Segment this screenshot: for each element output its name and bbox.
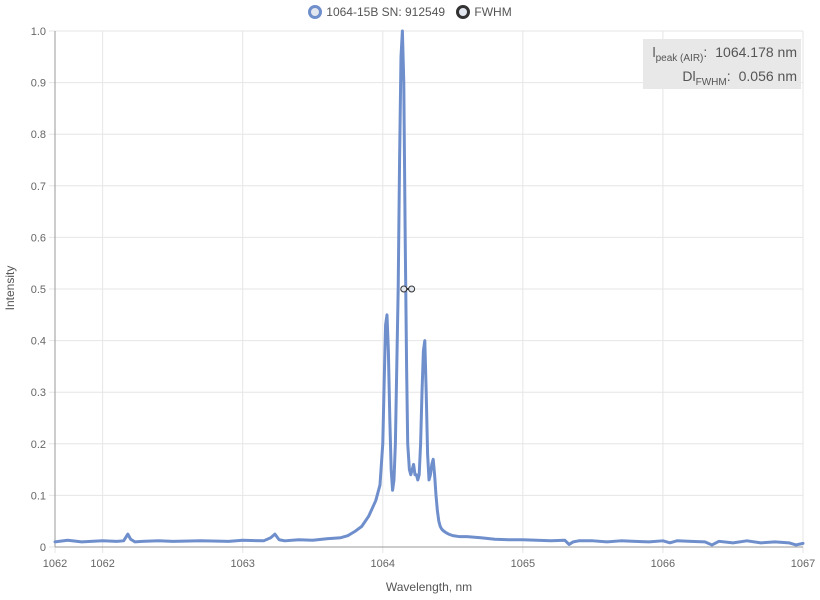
y-tick-label: 1.0 [31,26,46,38]
y-tick-label: 0.7 [31,181,46,193]
y-tick-label: 0.4 [31,336,46,348]
y-tick-label: 0.1 [31,490,46,502]
legend-series-label: 1064-15B SN: 912549 [326,5,446,19]
y-axis-title: Intensity [3,265,17,311]
spectrum-series-line [53,29,805,547]
peak-wavelength-label: lpeak (AIR): [652,44,708,64]
peak-wavelength-value: 1064.178 nm [715,44,797,60]
y-tick-label: 0.6 [31,232,46,244]
fwhm-width-label: DlFWHM: [682,68,731,88]
fwhm-point [408,285,416,293]
x-tick-label: 1064 [371,558,395,570]
y-tick-label: 0 [40,542,46,554]
y-tick-label: 0.9 [31,78,46,90]
peak-wavelength-row: lpeak (AIR): 1064.178 nm [643,44,797,64]
legend-item-fwhm[interactable]: FWHM [456,5,512,19]
y-tick-label: 0.5 [31,284,46,296]
x-tick-label: 1063 [230,558,254,570]
legend-fwhm-label: FWHM [474,5,512,19]
legend-item-series[interactable]: 1064-15B SN: 912549 [308,5,445,19]
fwhm-width-value: 0.056 nm [738,68,797,84]
legend: 1064-15B SN: 912549 FWHM [0,5,820,22]
x-tick-label: 1067 [791,558,815,570]
legend-fwhm-swatch-icon [456,5,471,19]
measurement-info-box: lpeak (AIR): 1064.178 nm DlFWHM: 0.056 n… [643,39,801,89]
x-tick-label: 1065 [511,558,535,570]
fwhm-width-row: DlFWHM: 0.056 nm [643,68,797,88]
legend-series-swatch-icon [308,5,323,19]
x-axis-title: Wavelength, nm [385,580,473,594]
x-tick-label: 1062 [90,558,114,570]
x-tick-label: 1062 [43,558,67,570]
y-tick-label: 0.2 [31,439,46,451]
fwhm-point [400,285,408,293]
y-tick-label: 0.3 [31,387,46,399]
y-tick-label: 0.8 [31,129,46,141]
x-tick-label: 1066 [651,558,675,570]
